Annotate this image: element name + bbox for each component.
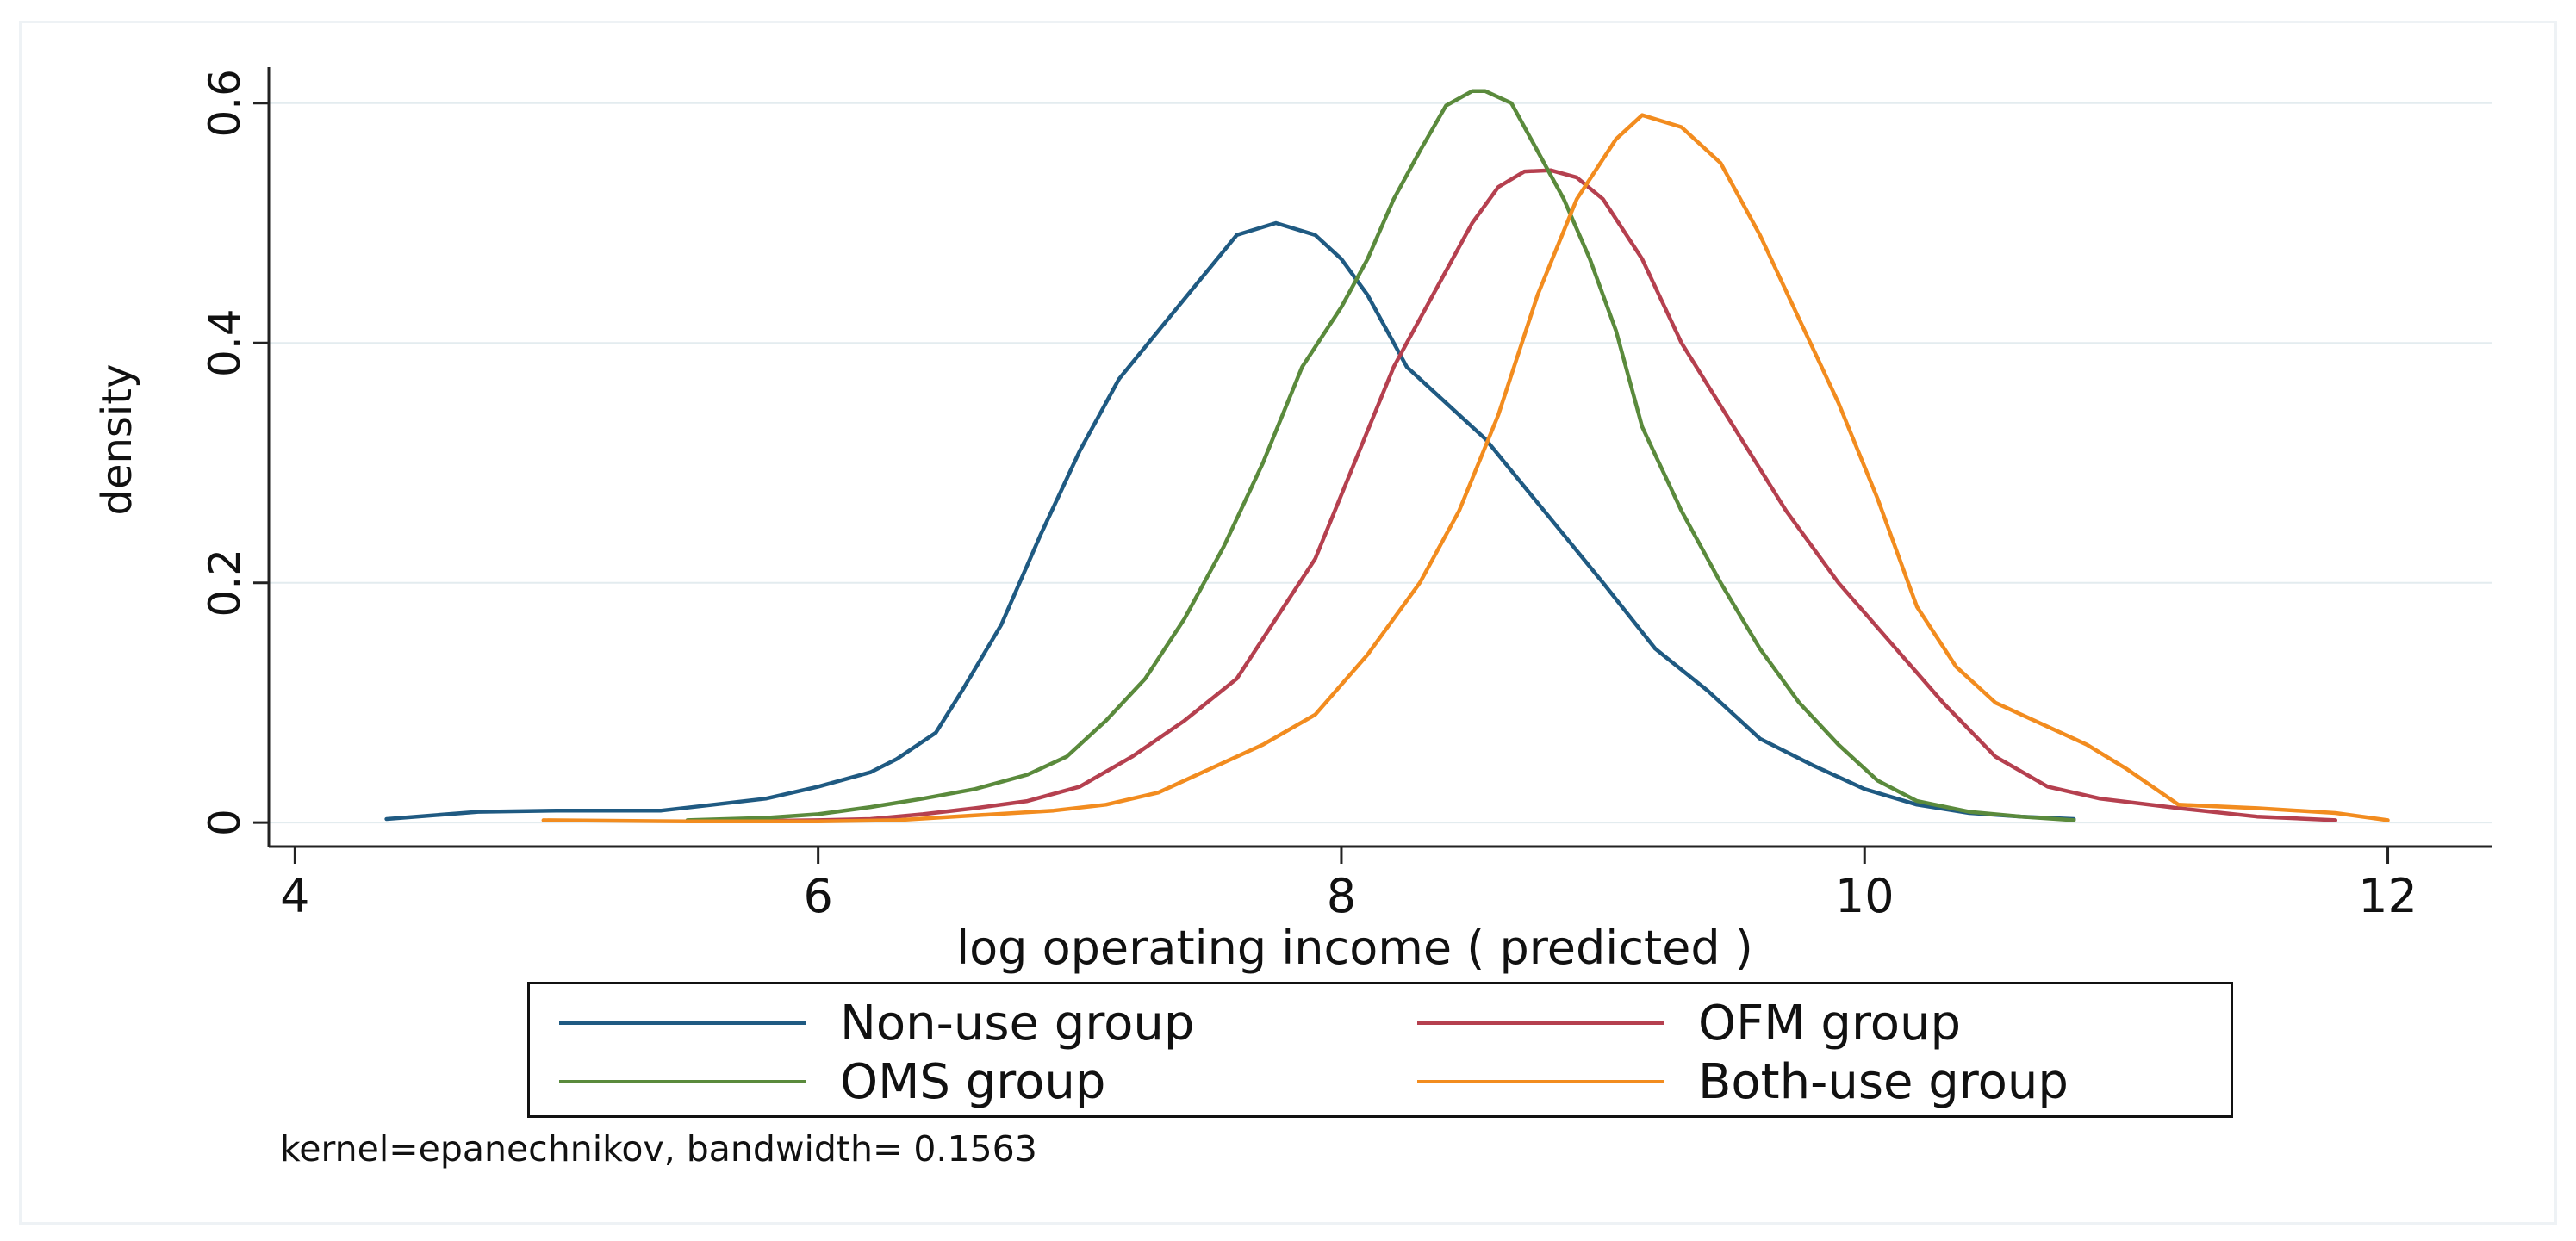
legend: Non-use group OFM group OMS group Both-u…: [527, 982, 2233, 1118]
x-axis-title: log operating income ( predicted ): [956, 921, 1753, 975]
legend-label-non-use: Non-use group: [840, 995, 1195, 1052]
y-tick-label-1: 0.2: [200, 549, 250, 617]
x-tick-label-0: 4: [280, 869, 309, 923]
series-line-ofm-group: [711, 168, 2338, 824]
x-tick-label-1: 6: [803, 869, 832, 923]
x-tick-label-2: 8: [1327, 869, 1356, 923]
legend-item-ofm: OFM group: [1417, 993, 1961, 1053]
axes: [253, 67, 2492, 864]
legend-swatch-oms: [559, 1080, 806, 1083]
x-tick-label-3: 10: [1835, 869, 1895, 923]
axis-labels: 0 0.2 0.4 0.6 4 6 8 10 12 log operating income ( …: [93, 69, 2417, 975]
legend-swatch-non-use: [559, 1021, 806, 1025]
y-tick-label-3: 0.6: [200, 69, 250, 138]
legend-label-oms: OMS group: [840, 1053, 1106, 1110]
y-tick-label-0: 0: [200, 809, 250, 836]
y-axis-title: density: [93, 364, 141, 516]
legend-swatch-both-use: [1417, 1080, 1664, 1083]
legend-item-oms: OMS group: [559, 1052, 1105, 1112]
legend-item-both-use: Both-use group: [1417, 1052, 2069, 1112]
gridlines: [269, 102, 2492, 824]
series-line-both-use-group: [541, 113, 2390, 824]
legend-label-ofm: OFM group: [1698, 995, 1962, 1052]
kernel-note: kernel=epanechnikov, bandwidth= 0.1563: [280, 1128, 1037, 1170]
legend-label-both-use: Both-use group: [1698, 1053, 2069, 1110]
series-line-non-use-group: [384, 220, 2076, 822]
legend-swatch-ofm: [1417, 1021, 1664, 1025]
y-tick-label-2: 0.4: [200, 308, 250, 377]
series-lines: [384, 89, 2390, 824]
series-line-oms-group: [685, 89, 2076, 822]
legend-item-non-use: Non-use group: [559, 993, 1194, 1053]
x-tick-label-4: 12: [2358, 869, 2417, 923]
